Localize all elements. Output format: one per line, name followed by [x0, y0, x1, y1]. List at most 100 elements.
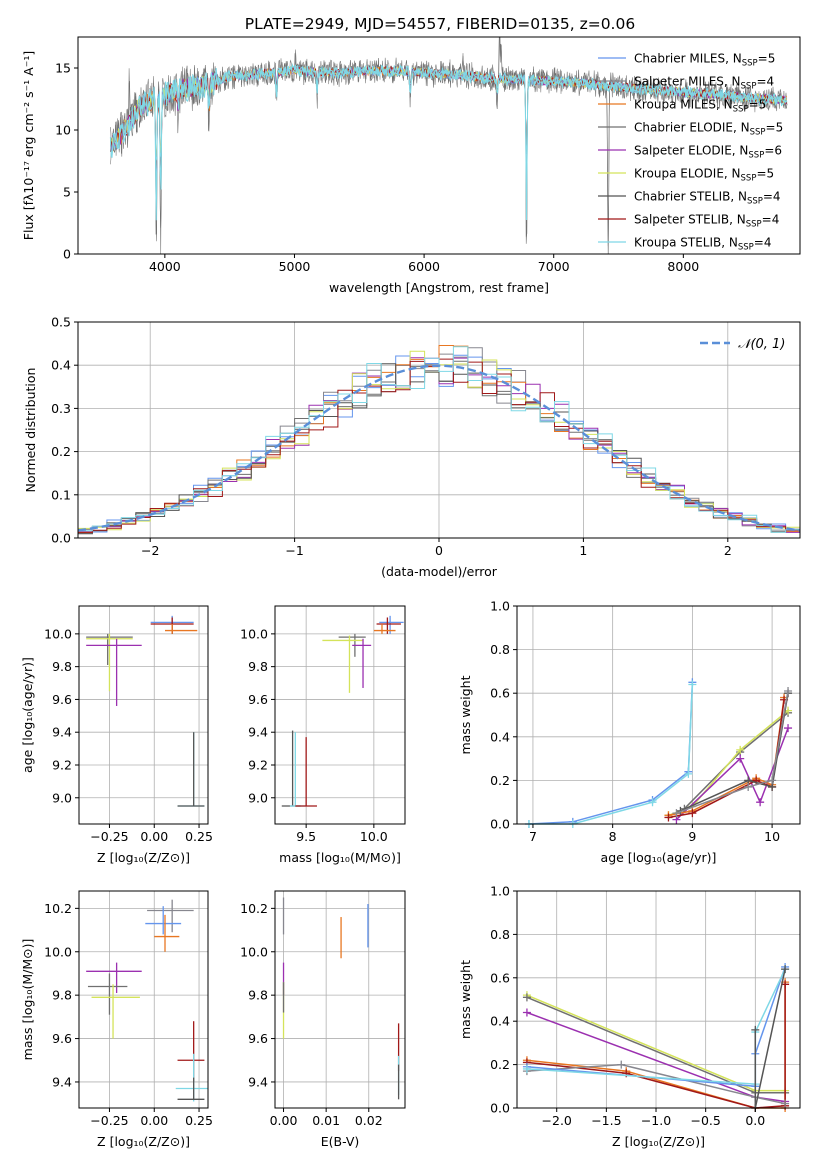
age_vs_mass-y-tick-label: 9.0 — [248, 790, 268, 805]
age_vs_Z-plot-area — [86, 615, 205, 807]
weight_vs_age-point-marker — [768, 776, 777, 785]
weight_vs_Z-background — [517, 891, 800, 1108]
age_vs_mass-y-tick-label: 9.2 — [248, 757, 268, 772]
weight_vs_Z-x-tick-label: 0.0 — [745, 1113, 765, 1128]
mass_vs_Z-errorbar — [145, 906, 182, 935]
spectrum-x-tick-label: 8000 — [667, 259, 699, 274]
age_vs_Z-errorbar — [86, 638, 142, 706]
age_vs_mass-errorbar — [322, 635, 364, 693]
weight_vs_Z-y-tick-label: 1.0 — [490, 884, 510, 899]
weight_vs_age-x-axis-label: age [log₁₀(age/yr)] — [601, 850, 717, 865]
mass_vs_EBV-frame — [274, 890, 406, 1109]
mass_vs_Z-x-axis-label: Z [log₁₀(Z/Z⊙)] — [97, 1134, 190, 1149]
weight_vs_age-frame — [516, 605, 801, 825]
age_vs_Z-x-tick-label: 0.25 — [185, 829, 213, 844]
mass_vs_EBV-x-tick-label: 0.02 — [355, 1113, 383, 1128]
age_vs_mass-y-tick-label: 9.8 — [248, 659, 268, 674]
age_vs_Z-y-tick-label: 9.8 — [52, 659, 72, 674]
residuals-panel: −2 −1 0 1 2 0.0 0.1 0.2 0.3 0.4 0.5 (data-model)/er… — [23, 315, 801, 579]
legend-label: Salpeter MILES, NSSP=4 — [634, 75, 774, 92]
residuals-y-tick-label: 0.2 — [51, 444, 71, 459]
spectrum-y-axis-label: Flux [fλ10⁻¹⁷ erg cm⁻² s⁻¹ A⁻¹] — [21, 51, 36, 240]
legend-label: Kroupa MILES, NSSP=5 — [634, 98, 766, 115]
residuals-plot-area — [78, 345, 800, 537]
spectrum-y-tick-label: 5 — [63, 185, 71, 200]
age_vs_mass-panel: 9.5 10.0 9.0 9.2 9.4 9.6 9.8 10.0 mass [log₁₀(M/… — [240, 605, 406, 865]
age_vs_Z-errorbar — [165, 624, 198, 634]
mass_vs_Z-y-tick-label: 10.2 — [44, 901, 72, 916]
weight_vs_Z-point-marker — [522, 1064, 531, 1073]
residuals-y-axis-label: Normed distribution — [23, 368, 38, 493]
weight_vs_age-y-tick-label: 0.8 — [490, 642, 510, 657]
age_vs_mass-errorbar — [352, 638, 372, 688]
weight_vs_age-y-tick-label: 0.2 — [490, 773, 510, 788]
weight_vs_Z-point-marker — [617, 1060, 626, 1069]
weight_vs_age-point-marker — [744, 782, 753, 791]
residuals-y-tick-label: 0.5 — [51, 315, 71, 330]
mass_vs_EBV-x-tick-label: 0.01 — [312, 1113, 340, 1128]
residuals-y-tick-label: 0.4 — [51, 358, 71, 373]
mass_vs_Z-y-axis-label: mass [log₁₀(M/M⊙)] — [20, 939, 35, 1061]
residuals-x-tick-label: 2 — [724, 543, 732, 558]
age_vs_mass-errorbar — [295, 737, 317, 807]
weight_vs_Z-point-marker — [522, 993, 531, 1002]
age_vs_Z-y-tick-label: 9.2 — [52, 757, 72, 772]
mass_vs_Z-y-tick-label: 9.8 — [52, 988, 72, 1003]
weight_vs_Z-x-axis-label: Z [log₁₀(Z/Z⊙)] — [612, 1134, 705, 1149]
legend-label: Chabrier ELODIE, NSSP=5 — [634, 121, 783, 138]
legend-label: Salpeter STELIB, NSSP=4 — [634, 213, 779, 230]
mass_vs_EBV-x-axis-label: E(B-V) — [321, 1134, 360, 1149]
residuals-legend: 𝒩(0, 1) — [700, 337, 785, 352]
residuals-y-tick-label: 0.1 — [51, 487, 71, 502]
weight_vs_Z-y-tick-label: 0.4 — [490, 1014, 510, 1029]
spectrum-plot-area — [109, 37, 788, 254]
age_vs_mass-background — [275, 606, 405, 824]
weight_vs_age-point-marker — [684, 769, 693, 778]
weight_vs_age-y-tick-label: 0.6 — [490, 686, 510, 701]
mass_vs_Z-panel: −0.25 0.00 0.25 9.4 9.6 9.8 10.0 10.2 Z [log₁₀(Z… — [20, 890, 213, 1149]
spectrum-x-tick-label: 7000 — [538, 259, 570, 274]
weight_vs_Z-panel: −2.0 −1.5 −1.0 −0.5 0.0 0.0 0.2 0.4 0.6 0.8 1.0 Z [… — [458, 884, 801, 1149]
weight_vs_age-y-tick-label: 0.0 — [490, 817, 510, 832]
weight_vs_age-y-tick-label: 1.0 — [490, 599, 510, 614]
mass_vs_EBV-y-tick-label: 10.0 — [240, 944, 268, 959]
spectrum-panel: 4000 5000 6000 7000 8000 0 5 10 15 wavelength [An… — [21, 36, 801, 295]
mass_vs_EBV-background — [275, 891, 405, 1108]
residuals-y-tick-label: 0.3 — [51, 401, 71, 416]
mass_vs_Z-y-tick-label: 9.6 — [52, 1031, 72, 1046]
weight_vs_age-point-marker — [736, 745, 745, 754]
mass_vs_Z-frame — [78, 890, 209, 1109]
weight_vs_Z-frame — [516, 890, 801, 1109]
mass_vs_Z-errorbar — [147, 899, 194, 933]
weight_vs_age-x-tick-label: 7 — [529, 829, 537, 844]
mass_vs_Z-errorbar — [177, 1077, 205, 1100]
residuals-y-tick-label: 0.0 — [51, 531, 71, 546]
age_vs_Z-panel: −0.25 0.00 0.25 9.0 9.2 9.4 9.6 9.8 10.0 Z [log₁₀… — [20, 605, 213, 865]
mass_vs_EBV-panel: 0.00 0.01 0.02 9.4 9.6 9.8 10.0 10.2 E(B-V) — [240, 890, 406, 1149]
gaussian-curve — [78, 364, 800, 532]
mass_vs_EBV-x-tick-label: 0.00 — [270, 1113, 298, 1128]
spectrum-legend: Chabrier MILES, NSSP=5 Salpeter MILES, NS… — [598, 52, 783, 253]
age_vs_Z-y-tick-label: 9.6 — [52, 692, 72, 707]
age_vs_Z-y-tick-label: 9.4 — [52, 725, 72, 740]
spectrum-model-line — [109, 63, 788, 221]
legend-label: Kroupa STELIB, NSSP=4 — [634, 236, 772, 253]
figure-title: PLATE=2949, MJD=54557, FIBERID=0135, z=0… — [245, 15, 635, 33]
mass_vs_Z-x-tick-label: −0.25 — [90, 1113, 128, 1128]
mass_vs_EBV-y-tick-label: 9.4 — [248, 1074, 268, 1089]
mass_vs_Z-y-tick-label: 9.4 — [52, 1074, 72, 1089]
age_vs_mass-plot-area — [281, 615, 404, 807]
weight_vs_age-point-marker — [648, 798, 657, 807]
weight_vs_age-background — [517, 606, 800, 824]
weight_vs_age-point-marker — [756, 798, 765, 807]
age_vs_Z-background — [79, 606, 208, 824]
weight_vs_age-point-marker — [664, 813, 673, 822]
weight_vs_age-point-marker — [736, 754, 745, 763]
mass_vs_Z-errorbar — [87, 973, 128, 1015]
weight_vs_age-panel: 7 8 9 10 0.0 0.2 0.4 0.6 0.8 1.0 age [log₁₀(age/yr… — [458, 599, 801, 865]
spectrum-y-tick-label: 10 — [55, 123, 71, 138]
legend-label: Salpeter ELODIE, NSSP=6 — [634, 144, 782, 161]
mass_vs_Z-errorbar — [86, 962, 142, 993]
weight_vs_age-y-axis-label: mass weight — [458, 675, 473, 754]
